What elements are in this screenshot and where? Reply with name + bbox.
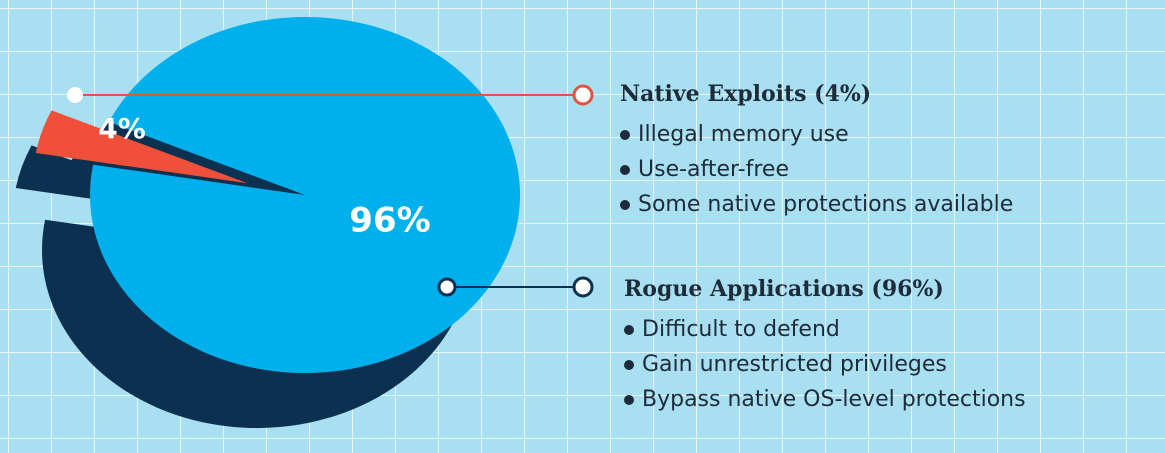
bullet (624, 360, 634, 370)
slice-label: 96% (349, 201, 430, 241)
pie: 4% 96% (15, 16, 521, 429)
legend-title: Native Exploits (4%) (620, 81, 871, 107)
legend-item: Use-after-free (638, 157, 789, 182)
bullet (620, 200, 630, 210)
pie-slice (35, 110, 248, 184)
legend-item: Some native protections available (638, 192, 1013, 217)
connector-dot (67, 87, 83, 103)
legend-title: Rogue Applications (96%) (624, 276, 944, 302)
connector-ring (572, 84, 594, 106)
bullet (620, 130, 630, 140)
legend: Native Exploits (4%) Illegal memory use Us… (67, 81, 1026, 412)
pie-slice (89, 16, 521, 373)
legend-item: Gain unrestricted privileges (642, 352, 947, 377)
bullet (624, 395, 634, 405)
bullet (624, 325, 634, 335)
legend-item: Bypass native OS-level protections (642, 387, 1026, 412)
legend-item: Illegal memory use (638, 122, 849, 147)
bullet (620, 165, 630, 175)
slice-label: 4% (98, 112, 146, 145)
connector-ring (572, 276, 594, 298)
legend-item: Difficult to defend (642, 317, 840, 342)
connector-dot (437, 277, 457, 297)
